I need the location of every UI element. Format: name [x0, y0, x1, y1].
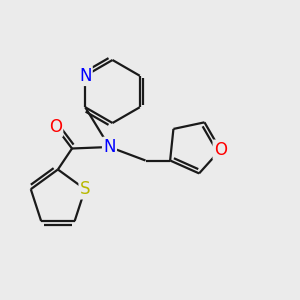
Text: N: N [103, 138, 116, 156]
Text: S: S [80, 180, 90, 198]
Text: N: N [79, 67, 92, 85]
Text: O: O [49, 118, 62, 136]
Text: O: O [214, 141, 227, 159]
